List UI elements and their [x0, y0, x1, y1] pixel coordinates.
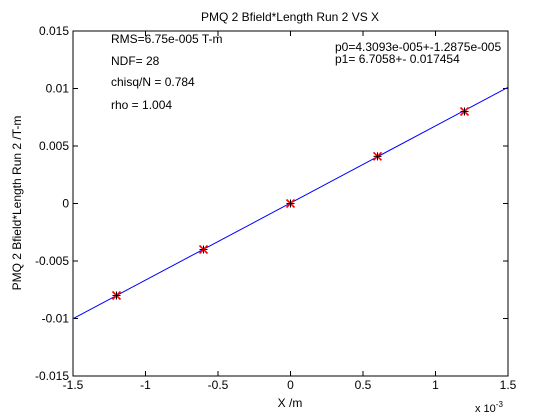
data-point: [111, 290, 122, 301]
x-multiplier-exponent: -3: [496, 400, 504, 409]
annotation-rho: rho = 1.004: [111, 98, 172, 112]
y-tick-label: 0.015: [39, 24, 69, 38]
x-tick-label: -1.5: [63, 378, 84, 392]
x-axis-label: X /m: [278, 396, 303, 410]
x-tick-label: -1: [140, 378, 151, 392]
y-tick-label: 0.005: [39, 139, 69, 153]
y-tick-label: 0.01: [46, 82, 70, 96]
annotation-ndf: NDF= 28: [111, 54, 160, 68]
data-points: [111, 106, 470, 301]
x-tick-label: 0: [287, 378, 294, 392]
x-multiplier: x 10-3: [475, 400, 503, 415]
y-tick-label: -0.015: [35, 369, 69, 383]
annotation-rms: RMS=6.75e-005 T-m: [111, 32, 223, 46]
axis-ticks: -1.5 -1 -0.5 0 0.5 1 1.5 0.015 0.01 0.005 0 -0.005 -…: [35, 24, 517, 392]
data-point: [198, 244, 209, 255]
data-point: [372, 151, 383, 161]
x-tick-label: 1: [432, 378, 439, 392]
y-tick-label: -0.005: [35, 254, 69, 268]
x-tick-label: -0.5: [208, 378, 229, 392]
annotation-chisq: chisq/N = 0.784: [111, 75, 195, 89]
annotation-p0: p0=4.3093e-005+-1.2875e-005: [335, 40, 501, 54]
y-tick-label: -0.01: [42, 312, 70, 326]
chart-title: PMQ 2 Bfield*Length Run 2 VS X: [201, 10, 379, 24]
y-tick-label: 0: [62, 197, 69, 211]
x-tick-label: 0.5: [355, 378, 372, 392]
y-axis-label: PMQ 2 Bfield*Length Run 2 /T-m: [10, 116, 24, 291]
data-point: [285, 198, 296, 209]
annotation-p1: p1= 6.7058+- 0.017454: [335, 52, 460, 66]
x-multiplier-base: x 10: [475, 403, 496, 415]
data-point: [459, 106, 470, 117]
x-tick-label: 1.5: [500, 378, 517, 392]
